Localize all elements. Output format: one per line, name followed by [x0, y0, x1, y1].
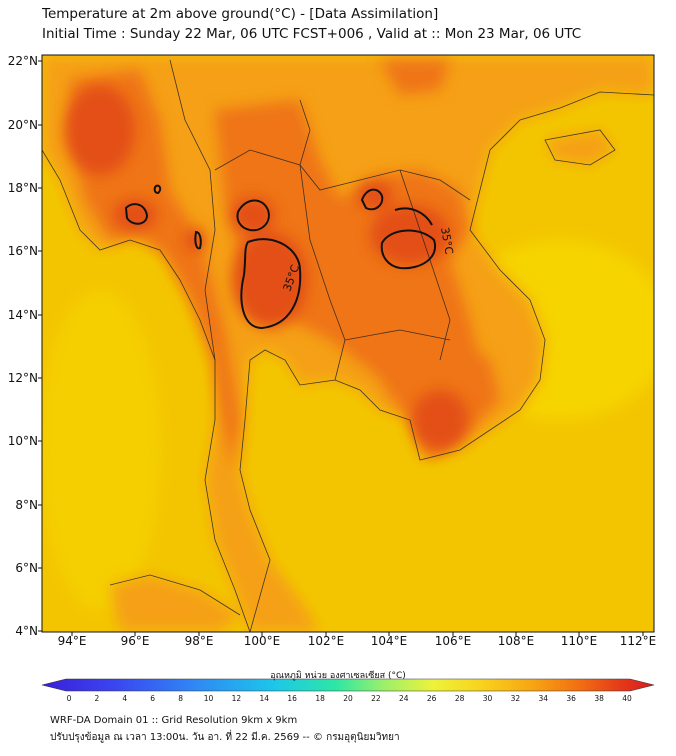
colorbar-tick-label: 0	[66, 694, 72, 703]
lon-label: 104°E	[370, 634, 408, 648]
colorbar-tick-label: 26	[426, 694, 437, 703]
lon-label: 110°E	[560, 634, 598, 648]
lat-label: 12°N	[7, 371, 38, 385]
lat-label: 14°N	[7, 308, 38, 322]
lat-label: 4°N	[15, 624, 38, 638]
colorbar-tick-label: 36	[566, 694, 576, 703]
colorbar-tick-label: 30	[482, 694, 493, 703]
colorbar-title: อุณหภูมิ หน่วย องศาเซลเซียส (°C)	[270, 671, 406, 681]
colorbar-tick-label: 24	[399, 694, 409, 703]
contour-35c	[124, 184, 437, 330]
lon-label: 106°E	[434, 634, 472, 648]
colorbar-tick-label: 14	[259, 694, 270, 703]
sea-cool-patch	[42, 290, 160, 610]
lat-label: 22°N	[7, 54, 38, 68]
colorbar	[41, 678, 655, 692]
lon-label: 100°E	[243, 634, 281, 648]
colorbar-tick-label: 32	[510, 694, 521, 703]
axis-ticks	[38, 60, 644, 636]
lon-label: 94°E	[57, 634, 87, 648]
lon-label: 108°E	[497, 634, 535, 648]
colorbar-tick-label: 12	[231, 694, 242, 703]
footer-update-info: ปรับปรุงข้อมูล ณ เวลา 13:00น. วัน อา. ที…	[50, 732, 400, 743]
map-title: Temperature at 2m above ground(°C) - [Da…	[42, 6, 439, 22]
lon-label: 98°E	[184, 634, 214, 648]
colorbar-tick-label: 10	[203, 694, 214, 703]
footer-domain-info: WRF-DA Domain 01 :: Grid Resolution 9km …	[50, 715, 298, 726]
lat-label: 20°N	[7, 118, 38, 132]
lat-label: 8°N	[15, 498, 38, 512]
lat-label: 6°N	[15, 561, 38, 575]
colorbar-tick-label: 38	[594, 694, 604, 703]
colorbar-tick-label: 8	[178, 694, 183, 703]
lat-label: 10°N	[7, 434, 38, 448]
contour-label: 35°C	[438, 226, 456, 255]
colorbar-tick-label: 4	[122, 694, 128, 703]
colorbar-tick-label: 34	[538, 694, 549, 703]
map-frame-border	[41, 54, 655, 633]
colorbar-tick-label: 22	[371, 694, 381, 703]
map-subtitle: Initial Time : Sunday 22 Mar, 06 UTC FCS…	[42, 26, 582, 42]
colorbar-tick-label: 16	[287, 694, 297, 703]
lon-label: 102°E	[307, 634, 345, 648]
colorbar-tick-label: 20	[343, 694, 353, 703]
colorbar-tick-label: 28	[454, 694, 465, 703]
lat-label: 16°N	[7, 244, 38, 258]
colorbar-tick-label: 18	[315, 694, 325, 703]
colorbar-tick-label: 40	[622, 694, 632, 703]
lon-label: 112°E	[619, 634, 657, 648]
country-borders	[42, 59, 654, 632]
lon-label: 96°E	[120, 634, 150, 648]
colorbar-tick-label: 6	[150, 694, 156, 703]
hottest-region	[65, 85, 468, 450]
colorbar-tick-label: 2	[94, 694, 100, 703]
lat-label: 18°N	[7, 181, 38, 195]
